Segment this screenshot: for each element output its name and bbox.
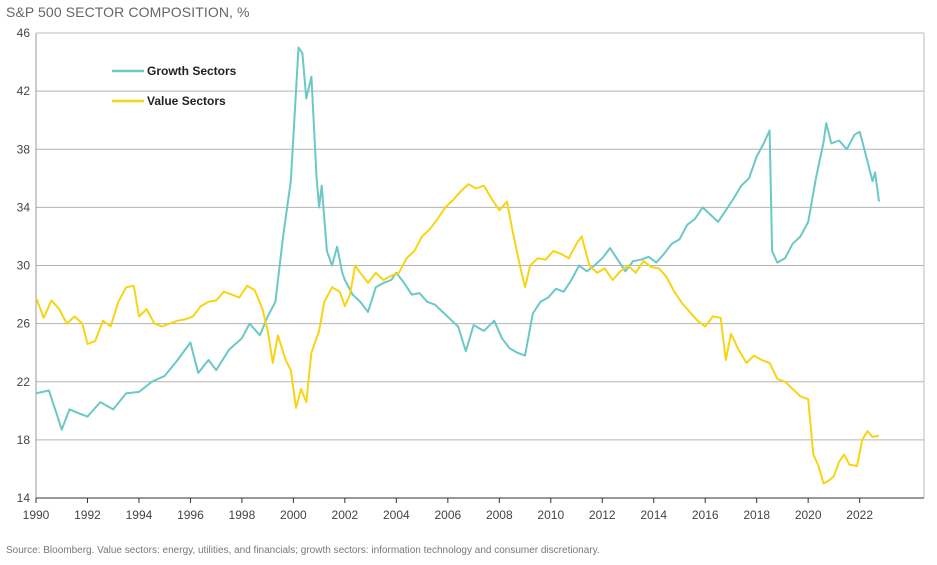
y-axis-ticks: 14 18 22 26 30 34 38 42 46 — [17, 26, 31, 505]
x-tick-label: 2002 — [332, 508, 359, 522]
x-tick-label: 1990 — [23, 508, 50, 522]
x-tick-label: 2006 — [434, 508, 461, 522]
y-tick-label: 22 — [17, 375, 31, 389]
chart-title: S&P 500 SECTOR COMPOSITION, % — [6, 4, 250, 20]
x-tick-label: 2020 — [795, 508, 822, 522]
legend: Growth Sectors Value Sectors — [112, 64, 237, 108]
axes — [35, 32, 925, 499]
y-tick-label: 30 — [17, 259, 31, 273]
source-note: Source: Bloomberg. Value sectors: energy… — [6, 545, 600, 556]
x-tick-label: 2016 — [692, 508, 719, 522]
legend-label: Value Sectors — [147, 94, 226, 108]
x-tick-label: 1998 — [229, 508, 256, 522]
x-tick-label: 2008 — [486, 508, 513, 522]
x-tick-label: 1992 — [74, 508, 101, 522]
x-tick-label: 2018 — [743, 508, 770, 522]
line-chart: 1990 1992 1994 1996 1998 2000 2002 2004 2006 2008… — [17, 26, 925, 522]
x-tick-label: 2000 — [280, 508, 307, 522]
series-line-growth-sectors — [35, 46, 880, 431]
y-tick-label: 26 — [17, 317, 31, 331]
legend-label: Growth Sectors — [147, 64, 237, 78]
x-axis-ticks: 1990 1992 1994 1996 1998 2000 2002 2004 2006 2008… — [23, 498, 873, 522]
y-tick-label: 34 — [17, 200, 31, 214]
x-tick-label: 1996 — [177, 508, 204, 522]
x-tick-label: 2022 — [846, 508, 873, 522]
x-tick-label: 2014 — [640, 508, 667, 522]
y-tick-label: 18 — [17, 433, 31, 447]
x-tick-label: 2004 — [383, 508, 410, 522]
series-line-value-sectors — [35, 183, 880, 485]
y-tick-label: 14 — [17, 491, 31, 505]
x-tick-label: 1994 — [126, 508, 153, 522]
y-tick-label: 42 — [17, 84, 31, 98]
x-tick-label: 2012 — [589, 508, 616, 522]
y-tick-label: 38 — [17, 142, 31, 156]
y-tick-label: 46 — [17, 26, 31, 40]
x-tick-label: 2010 — [537, 508, 564, 522]
series-lines — [35, 46, 880, 485]
